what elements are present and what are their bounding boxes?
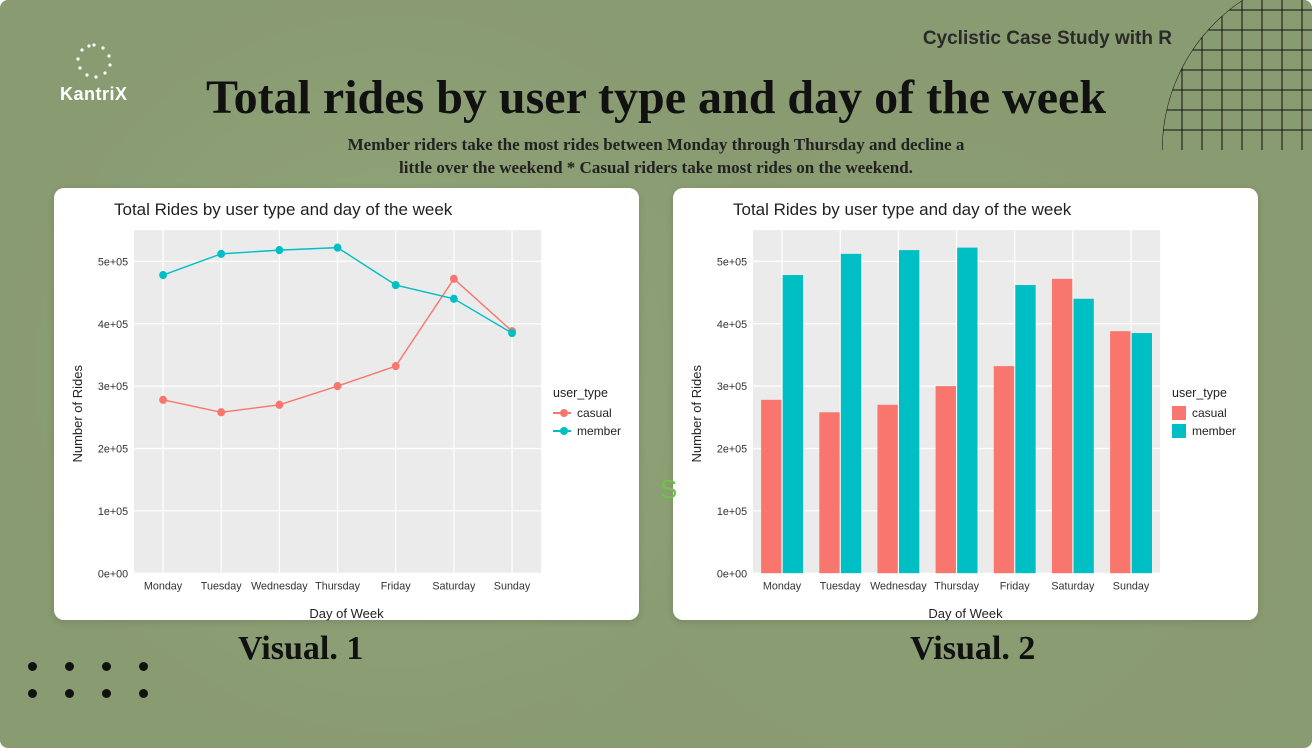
svg-text:Thursday: Thursday	[315, 580, 360, 592]
chart2-title: Total Rides by user type and day of the …	[733, 200, 1244, 220]
chart-card-bar: Total Rides by user type and day of the …	[673, 188, 1258, 620]
svg-text:Wednesday: Wednesday	[870, 580, 927, 592]
decorative-letter: S	[660, 474, 677, 505]
svg-text:2e+05: 2e+05	[717, 443, 747, 455]
dot-grid-decoration-icon	[28, 662, 148, 716]
svg-text:4e+05: 4e+05	[717, 319, 747, 331]
chart1-legend: user_type casual member	[547, 386, 625, 442]
legend-marker-casual	[553, 412, 571, 414]
chart2-ylabel: Number of Rides	[687, 365, 706, 463]
svg-text:1e+05: 1e+05	[717, 506, 747, 518]
subtitle-line-2: little over the weekend * Casual riders …	[399, 158, 913, 177]
svg-text:Saturday: Saturday	[1051, 580, 1094, 592]
chart1-title: Total Rides by user type and day of the …	[114, 200, 625, 220]
svg-text:1e+05: 1e+05	[98, 506, 128, 518]
legend-label-member: member	[1192, 424, 1236, 438]
legend-item-casual: casual	[553, 406, 625, 420]
chart2-xlabel: Day of Week	[687, 606, 1244, 621]
chart1-xlabel: Day of Week	[68, 606, 625, 621]
legend-label-casual: casual	[1192, 406, 1227, 420]
svg-text:Monday: Monday	[144, 580, 183, 592]
subtitle-line-1: Member riders take the most rides betwee…	[348, 135, 965, 154]
legend-label-casual: casual	[577, 406, 612, 420]
legend-item-casual: casual	[1172, 406, 1244, 420]
svg-text:4e+05: 4e+05	[98, 319, 128, 331]
svg-text:Tuesday: Tuesday	[820, 580, 861, 592]
chart1-legend-title: user_type	[553, 386, 625, 400]
visual-2-label: Visual. 2	[910, 630, 1035, 668]
svg-text:Monday: Monday	[763, 580, 802, 592]
svg-text:3e+05: 3e+05	[717, 381, 747, 393]
svg-text:Saturday: Saturday	[432, 580, 475, 592]
chart2-legend: user_type casual member	[1166, 386, 1244, 442]
svg-text:Friday: Friday	[381, 580, 411, 592]
legend-item-member: member	[1172, 424, 1244, 438]
svg-text:5e+05: 5e+05	[717, 256, 747, 268]
svg-text:3e+05: 3e+05	[98, 381, 128, 393]
svg-text:0e+00: 0e+00	[98, 568, 128, 580]
legend-marker-member	[553, 430, 571, 432]
visual-1-label: Visual. 1	[238, 630, 363, 668]
chart2-plot: 0e+00 1e+05 2e+05 3e+05 4e+05 5e+05 Monday Tues…	[706, 224, 1166, 604]
svg-text:Tuesday: Tuesday	[201, 580, 242, 592]
chart2-legend-title: user_type	[1172, 386, 1244, 400]
svg-text:Sunday: Sunday	[1113, 580, 1150, 592]
legend-item-member: member	[553, 424, 625, 438]
svg-text:2e+05: 2e+05	[98, 443, 128, 455]
svg-text:0e+00: 0e+00	[717, 568, 747, 580]
chart1-ylabel: Number of Rides	[68, 365, 87, 463]
chart1-plot: 0e+00 1e+05 2e+05 3e+05 4e+05 5e+05 Monday Tues…	[87, 224, 547, 604]
page-title: Total rides by user type and day of the …	[0, 70, 1312, 125]
svg-text:5e+05: 5e+05	[98, 256, 128, 268]
page-context: Cyclistic Case Study with R	[923, 28, 1172, 50]
svg-text:Friday: Friday	[1000, 580, 1030, 592]
legend-label-member: member	[577, 424, 621, 438]
svg-text:Sunday: Sunday	[494, 580, 531, 592]
svg-text:Wednesday: Wednesday	[251, 580, 308, 592]
svg-text:Thursday: Thursday	[934, 580, 979, 592]
legend-swatch-casual	[1172, 406, 1186, 420]
page-subtitle: Member riders take the most rides betwee…	[0, 134, 1312, 180]
legend-swatch-member	[1172, 424, 1186, 438]
chart-card-line: Total Rides by user type and day of the …	[54, 188, 639, 620]
